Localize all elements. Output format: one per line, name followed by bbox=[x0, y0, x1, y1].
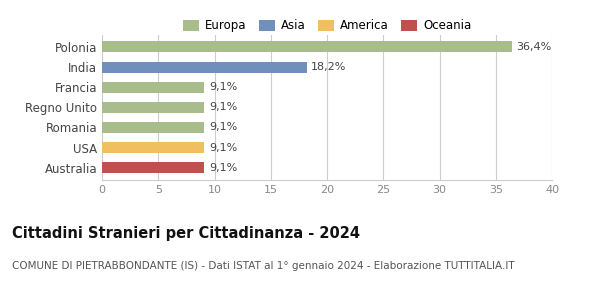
Bar bbox=[102, 41, 511, 52]
Legend: Europa, Asia, America, Oceania: Europa, Asia, America, Oceania bbox=[178, 14, 476, 37]
Text: 9,1%: 9,1% bbox=[209, 163, 237, 173]
Text: 9,1%: 9,1% bbox=[209, 102, 237, 112]
Text: 18,2%: 18,2% bbox=[311, 62, 347, 72]
Bar bbox=[102, 82, 205, 93]
Text: Cittadini Stranieri per Cittadinanza - 2024: Cittadini Stranieri per Cittadinanza - 2… bbox=[12, 226, 360, 241]
Text: 9,1%: 9,1% bbox=[209, 82, 237, 92]
Text: COMUNE DI PIETRABBONDANTE (IS) - Dati ISTAT al 1° gennaio 2024 - Elaborazione TU: COMUNE DI PIETRABBONDANTE (IS) - Dati IS… bbox=[12, 261, 515, 271]
Text: 9,1%: 9,1% bbox=[209, 122, 237, 133]
Bar bbox=[102, 162, 205, 173]
Bar bbox=[102, 102, 205, 113]
Bar bbox=[102, 61, 307, 72]
Text: 9,1%: 9,1% bbox=[209, 143, 237, 153]
Bar bbox=[102, 122, 205, 133]
Text: 36,4%: 36,4% bbox=[516, 42, 551, 52]
Bar bbox=[102, 142, 205, 153]
